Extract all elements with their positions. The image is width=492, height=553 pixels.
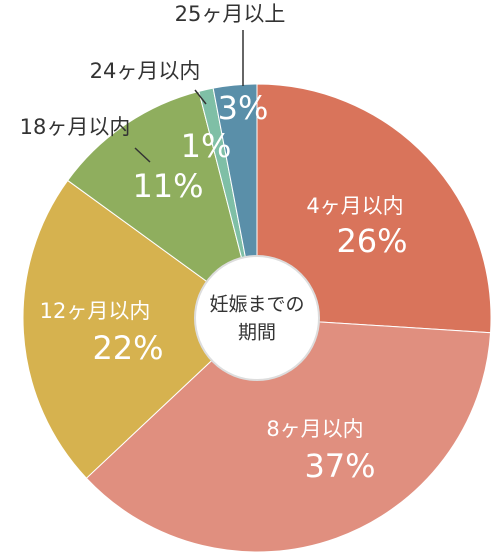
slice-label: 4ヶ月以内 <box>306 194 403 218</box>
value-label: 22% <box>92 329 163 367</box>
center-label: 期間 <box>238 322 276 344</box>
value-label: 1% <box>181 127 232 165</box>
pie-slice <box>66 90 258 320</box>
center-circle <box>194 255 320 381</box>
slice-label: 24ヶ月以内 <box>90 59 201 83</box>
pie-slice <box>256 83 492 334</box>
pie-slice <box>85 317 492 553</box>
value-label: 11% <box>132 167 203 205</box>
center-label: 妊娠までの <box>209 294 304 316</box>
value-label: 26% <box>336 222 407 260</box>
value-label: 3% <box>218 89 269 127</box>
value-label: 37% <box>304 447 375 485</box>
slice-label: 12ヶ月以内 <box>40 299 151 323</box>
slice-label: 18ヶ月以内 <box>20 115 131 139</box>
leader-line <box>194 89 207 105</box>
slice-label: 8ヶ月以内 <box>266 417 363 441</box>
pie-slice <box>22 179 258 479</box>
slice-label: 25ヶ月以上 <box>175 2 286 26</box>
leader-line <box>134 147 151 163</box>
